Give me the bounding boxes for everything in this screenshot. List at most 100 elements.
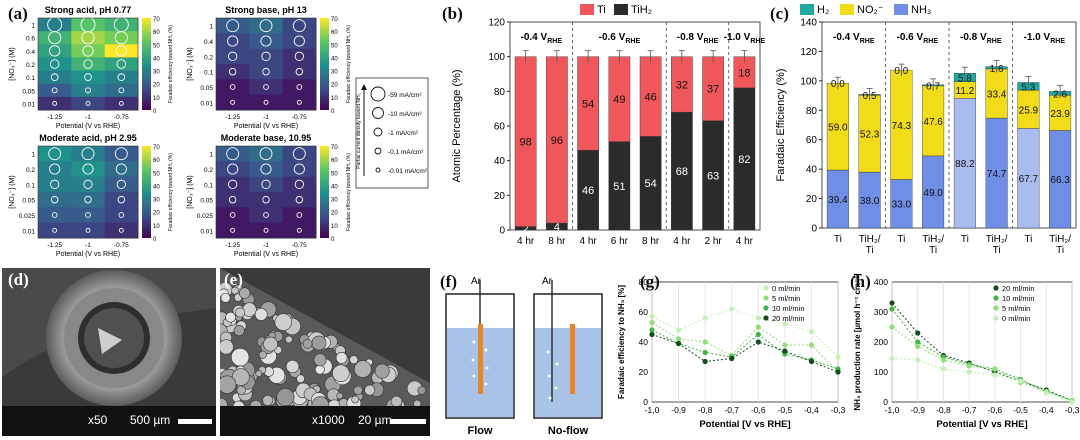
- particle: [230, 286, 239, 295]
- heatmap-ytick: 0.1: [26, 75, 35, 82]
- colorbar-label: Faradaic efficiency toward NH₃ (%): [168, 153, 174, 231]
- y-tick-label: 0: [499, 226, 505, 237]
- x-tick-label: TiH₂/: [859, 234, 881, 245]
- heatmap-cell: [71, 70, 106, 85]
- legend-circle: [370, 86, 386, 102]
- heatmap-cell: [38, 44, 72, 58]
- scale-label: 20 µm: [358, 413, 392, 427]
- current-density-circle: [227, 163, 239, 175]
- heatmap-ytick: 0.05: [200, 198, 213, 205]
- colorbar-tick: 50: [153, 171, 160, 177]
- x-tick-label: -0,8: [698, 405, 713, 415]
- legend-label: H₂: [817, 4, 829, 16]
- magnification-label: x50: [88, 413, 108, 427]
- heatmap-ytick: 1: [209, 152, 213, 159]
- current-density-circle: [49, 45, 61, 57]
- heatmap-cell: [216, 94, 250, 111]
- heatmap-xtick: -1.25: [47, 114, 62, 121]
- heatmap-title: Strong base, pH 13: [225, 5, 307, 15]
- x-tick-label: -0,9: [910, 405, 925, 415]
- x-tick-label: Ti: [929, 245, 937, 256]
- current-density-circle: [296, 212, 303, 218]
- current-density-circle: [50, 73, 59, 81]
- current-density-circle: [118, 87, 125, 94]
- heatmap-cell: [249, 48, 284, 65]
- heatmap-ytick: 0.01: [22, 101, 35, 108]
- data-point: [675, 327, 682, 333]
- heatmap-cell: [216, 207, 250, 224]
- heatmap-cell: [282, 79, 317, 96]
- heatmap-ytick: 0.025: [197, 213, 214, 220]
- heatmap-ytick: 0.6: [26, 36, 35, 43]
- y-tick-label: 40: [494, 156, 506, 167]
- legend-marker: [993, 315, 999, 321]
- x-tick-label: Ti: [897, 234, 905, 245]
- current-density-circle: [263, 99, 269, 105]
- current-density-circle: [229, 84, 236, 90]
- data-label: 96: [551, 135, 563, 147]
- panel-e-sem-image: x1000 20 µm (e): [220, 268, 430, 436]
- y-tick-label: 80: [494, 87, 506, 98]
- data-label: 63: [707, 170, 719, 182]
- heatmap-cell: [71, 222, 106, 239]
- heatmap-ytick: 0.2: [26, 62, 35, 69]
- data-point: [915, 357, 921, 363]
- colorbar-tick: 30: [331, 198, 338, 204]
- y-tick-label: 40: [639, 337, 649, 347]
- current-density-circle: [263, 84, 269, 90]
- colorbar: [320, 146, 329, 238]
- data-label: 98: [520, 137, 532, 149]
- x-tick-label: Ti: [993, 245, 1001, 256]
- heatmap-0: Strong acid, pH 0.77 1 0.6 0.4 0.2 0.1 0.05 0.0…: [9, 5, 174, 130]
- current-density-circle: [116, 179, 126, 189]
- colorbar-label: Faradaic efficiency toward NH₃ (%): [346, 153, 352, 231]
- colorbar-tick: 50: [331, 171, 338, 177]
- heatmap-2: Moderate acid, pH 2.95 1 0.2 0.1 0.05 0.025 0.…: [9, 133, 174, 258]
- colorbar-tick: 70: [331, 145, 338, 151]
- colorbar-tick: 10: [331, 96, 338, 102]
- data-point: [966, 363, 972, 369]
- particle: [353, 385, 363, 395]
- heatmap-cell: [104, 31, 139, 45]
- data-point: [940, 366, 947, 372]
- current-density-circle: [48, 147, 62, 161]
- panel-f: (f) Ar Ar Flow No-flow: [436, 272, 606, 440]
- current-density-circle: [114, 147, 128, 161]
- group-label: -0.8 VRHE: [677, 32, 719, 45]
- legend-label: 0 ml/min: [772, 284, 800, 293]
- current-density-circle: [259, 147, 273, 161]
- heatmap-cell: [104, 192, 139, 208]
- current-density-circle: [85, 227, 91, 233]
- colorbar-tick: 70: [153, 17, 160, 23]
- panel-a: (a) Strong acid, pH 0.77 1 0.6 0.4 0.2 0.1 0.0…: [0, 0, 430, 265]
- heatmap-xtick: -1.25: [225, 114, 240, 121]
- heatmap-cell: [71, 18, 106, 32]
- heatmap-ylabel: [NO₃⁻] (M): [9, 47, 16, 80]
- heatmap-ytick: 0.2: [204, 54, 213, 61]
- heatmap-cell: [104, 18, 139, 32]
- group-label: -0.6 VRHE: [599, 32, 641, 45]
- legend-arrowhead: [361, 84, 367, 90]
- colorbar-tick: 20: [331, 211, 338, 217]
- legend-marker: [763, 305, 769, 311]
- colorbar-label: Faradaic efficiency toward NH₃ (%): [346, 25, 352, 103]
- group-label: -1.0 VRHE: [1024, 32, 1066, 45]
- current-density-circle: [52, 100, 58, 106]
- x-tick-label: -0,8: [936, 405, 951, 415]
- data-label: 46: [582, 185, 594, 197]
- data-label: 2: [523, 223, 529, 235]
- heatmap-cell: [71, 207, 106, 224]
- heatmap-cell: [216, 192, 250, 208]
- heatmap-ytick: 0.05: [22, 198, 35, 205]
- heatmap-cell: [249, 64, 284, 80]
- particle: [364, 384, 376, 396]
- heatmap-cell: [38, 31, 72, 45]
- y-tick-label: 0: [883, 397, 888, 407]
- current-density-circle: [52, 227, 58, 233]
- current-density-circle: [115, 45, 127, 57]
- current-density-circle: [226, 19, 240, 33]
- heatmap-ytick: 0.05: [22, 88, 35, 95]
- y-tick-label: 100: [800, 76, 817, 87]
- data-label: 67.7: [1019, 174, 1039, 185]
- panel-label-h: (h): [850, 272, 871, 291]
